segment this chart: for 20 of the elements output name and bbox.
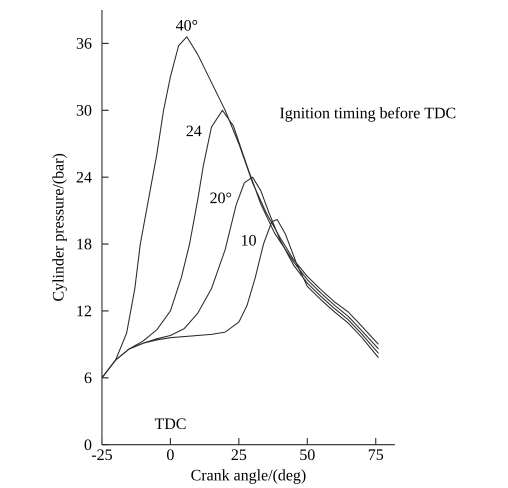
x-tick-label: -25: [92, 449, 112, 460]
annotation: Ignition timing before TDC: [280, 106, 456, 122]
series-label: 20°: [210, 192, 232, 204]
series-label: 10: [242, 234, 256, 246]
y-tick-label: 12: [77, 306, 92, 316]
y-tick-label: 24: [76, 172, 92, 182]
x-tick-label: 50: [300, 449, 315, 460]
y-tick-label: 30: [76, 104, 92, 116]
series-label: 24: [186, 126, 202, 136]
series-label: 40°: [176, 20, 198, 31]
x-axis-title: Crank angle/(deg): [191, 469, 306, 484]
y-tick-label: 36: [76, 38, 92, 49]
x-tick-label: 25: [232, 449, 246, 460]
x-tick-label: 75: [368, 449, 384, 460]
y-tick-label: 18: [77, 238, 92, 250]
x-tick-label: 0: [167, 449, 174, 460]
y-axis-title: Cylinder pressure/(bar): [52, 154, 67, 301]
annotation: TDC: [154, 418, 186, 430]
y-tick-label: 0: [84, 439, 92, 450]
y-tick-label: 6: [84, 372, 92, 384]
